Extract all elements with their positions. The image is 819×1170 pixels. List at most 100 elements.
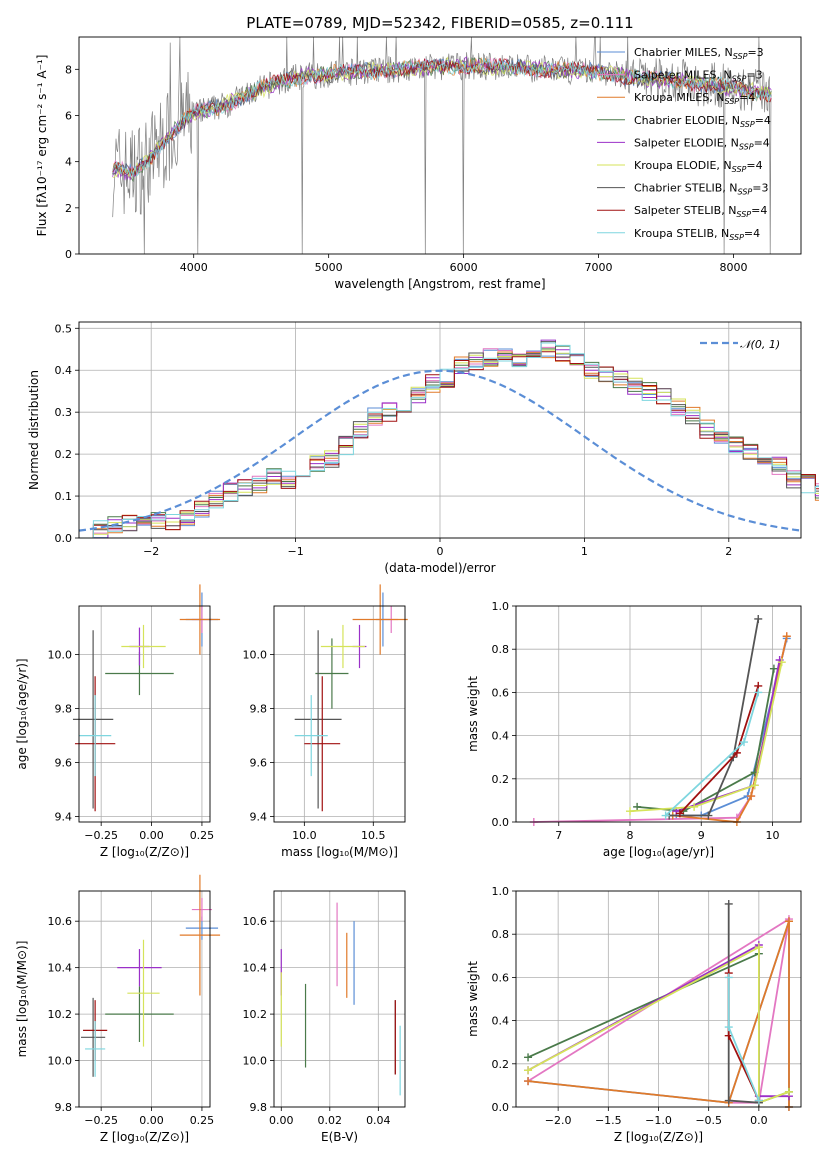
x-tick-label: 9	[698, 829, 705, 842]
weight-series-line	[727, 977, 760, 1101]
axes-frame	[78, 321, 802, 539]
legend-entry: Kroupa MILES, NSSP=4	[634, 91, 755, 106]
y-tick-label: 9.8	[55, 703, 73, 716]
weight-vs-metallicity-panel: −2.0 −1.5 −1.0 −0.5 0.0 0.0 0.2 0.4 0.6 0.8 1.0 Z […	[466, 885, 802, 1144]
y-tick-label: 0.2	[492, 1058, 510, 1071]
weight-marker	[740, 738, 748, 747]
weight-vs-age-panel: 7 8 9 10 0.0 0.2 0.4 0.6 0.8 1.0 age [log₁₀(age/yr…	[466, 600, 802, 859]
mass-vs-metallicity-panel: −0.25 0.00 0.25 9.8 10.0 10.2 10.4 10.6 Z [log₁₀…	[15, 874, 221, 1144]
y-tick-label: 0.6	[492, 971, 510, 984]
x-tick-label: 0.00	[139, 1114, 164, 1127]
x-tick-label: −2.0	[545, 1114, 572, 1127]
y-tick-label: 0.2	[55, 448, 73, 461]
y-tick-label: 0.0	[492, 816, 510, 829]
x-tick-label: 10	[766, 829, 780, 842]
y-tick-label: 4	[65, 156, 72, 169]
axes-frame	[515, 605, 802, 823]
y-tick-label: 0.4	[55, 364, 73, 377]
weight-marker	[769, 664, 778, 673]
y-tick-label: 10.6	[243, 915, 268, 928]
weight-series-line	[527, 945, 790, 1104]
age-vs-metallicity-panel: −0.25 0.00 0.25 9.4 9.6 9.8 10.0 Z [log₁₀(Z/Z⊙)…	[15, 584, 221, 859]
model-spectrum-line	[112, 58, 772, 176]
x-tick-label: 0	[437, 545, 444, 558]
x-axis-label: E(B-V)	[321, 1130, 358, 1144]
y-tick-label: 6	[65, 109, 72, 122]
weight-marker	[724, 1023, 733, 1032]
weight-marker	[750, 781, 759, 790]
y-tick-label: 0.5	[55, 322, 73, 335]
y-tick-label: 0.4	[492, 1015, 510, 1028]
y-tick-label: 10.6	[48, 915, 73, 928]
weight-marker	[754, 688, 763, 697]
y-tick-label: 0.0	[55, 532, 73, 545]
x-tick-label: 1	[581, 545, 588, 558]
axes-frame	[78, 36, 802, 255]
normal-distribution-curve	[78, 369, 802, 532]
x-tick-label: 0.0	[750, 1114, 768, 1127]
histogram-step-line	[79, 346, 819, 539]
mass-vs-ebv-panel: 0.00 0.02 0.04 9.8 10.0 10.2 10.4 10.6 E(B-V)	[243, 890, 406, 1144]
axes-frame	[273, 890, 406, 1108]
y-tick-label: 9.6	[250, 757, 268, 770]
x-tick-label: 8000	[720, 261, 748, 274]
x-axis-label: age [log₁₀(age/yr)]	[603, 845, 714, 859]
y-tick-label: 0.1	[55, 490, 73, 503]
x-tick-label: −1	[287, 545, 303, 558]
figure-title: PLATE=0789, MJD=52342, FIBERID=0585, z=0…	[246, 14, 633, 32]
x-tick-label: −1.5	[595, 1114, 622, 1127]
weight-marker	[784, 1087, 793, 1096]
y-axis-label: mass weight	[466, 961, 480, 1037]
y-tick-label: 1.0	[492, 885, 510, 898]
y-tick-label: 10.0	[48, 1055, 73, 1068]
weight-series-line	[679, 685, 760, 815]
y-tick-label: 10.2	[243, 1008, 268, 1021]
y-tick-label: 10.0	[243, 649, 268, 662]
y-axis-label: age [log₁₀(age/yr)]	[15, 658, 29, 769]
weight-marker	[754, 943, 763, 952]
y-tick-label: 9.8	[55, 1101, 73, 1114]
x-tick-label: 0.25	[190, 1114, 215, 1127]
y-tick-label: 2	[65, 202, 72, 215]
weight-marker	[724, 1096, 733, 1105]
y-tick-label: 9.6	[55, 757, 73, 770]
weight-marker	[704, 811, 713, 820]
weight-marker	[524, 1053, 533, 1062]
y-tick-label: 9.8	[250, 703, 268, 716]
x-tick-label: 8	[627, 829, 634, 842]
axes-frame	[78, 605, 211, 823]
x-tick-label: 0.04	[366, 1114, 391, 1127]
legend-entry: Kroupa STELIB, NSSP=4	[634, 227, 760, 242]
histogram-step-line	[79, 349, 819, 539]
x-tick-label: 0.25	[190, 829, 215, 842]
x-tick-label: 0.00	[139, 829, 164, 842]
legend-entry: Salpeter MILES, NSSP=3	[634, 69, 763, 84]
x-tick-label: 4000	[180, 261, 208, 274]
weight-marker	[784, 917, 793, 926]
x-tick-label: −0.25	[84, 829, 118, 842]
histogram-step-line	[79, 351, 819, 539]
axes-frame	[515, 890, 802, 1108]
y-tick-label: 10.0	[243, 1055, 268, 1068]
x-tick-label: −1.0	[645, 1114, 672, 1127]
x-tick-label: 0.02	[318, 1114, 343, 1127]
observed-spectrum-line	[112, 36, 772, 255]
x-axis-label: wavelength [Angstrom, rest frame]	[334, 277, 545, 291]
x-tick-label: 5000	[315, 261, 343, 274]
weight-marker	[675, 809, 684, 818]
weight-marker	[626, 807, 634, 816]
x-axis-label: Z [log₁₀(Z/Z⊙)]	[100, 845, 189, 859]
weight-marker	[777, 658, 786, 667]
legend-entry: Chabrier MILES, NSSP=3	[634, 46, 764, 61]
y-tick-label: 10.4	[243, 962, 268, 975]
y-tick-label: 0.3	[55, 406, 73, 419]
weight-series-line	[669, 618, 760, 817]
weight-marker	[724, 973, 733, 982]
y-axis-label: Flux [fλ10⁻¹⁷ erg cm⁻² s⁻¹ A⁻¹]	[35, 55, 49, 237]
y-tick-label: 0.6	[492, 686, 510, 699]
y-axis-label: Normed distribution	[27, 370, 41, 490]
weight-marker	[747, 792, 756, 801]
axes-frame	[78, 890, 211, 1108]
x-tick-label: −2	[143, 545, 159, 558]
model-spectrum-line	[112, 57, 772, 177]
